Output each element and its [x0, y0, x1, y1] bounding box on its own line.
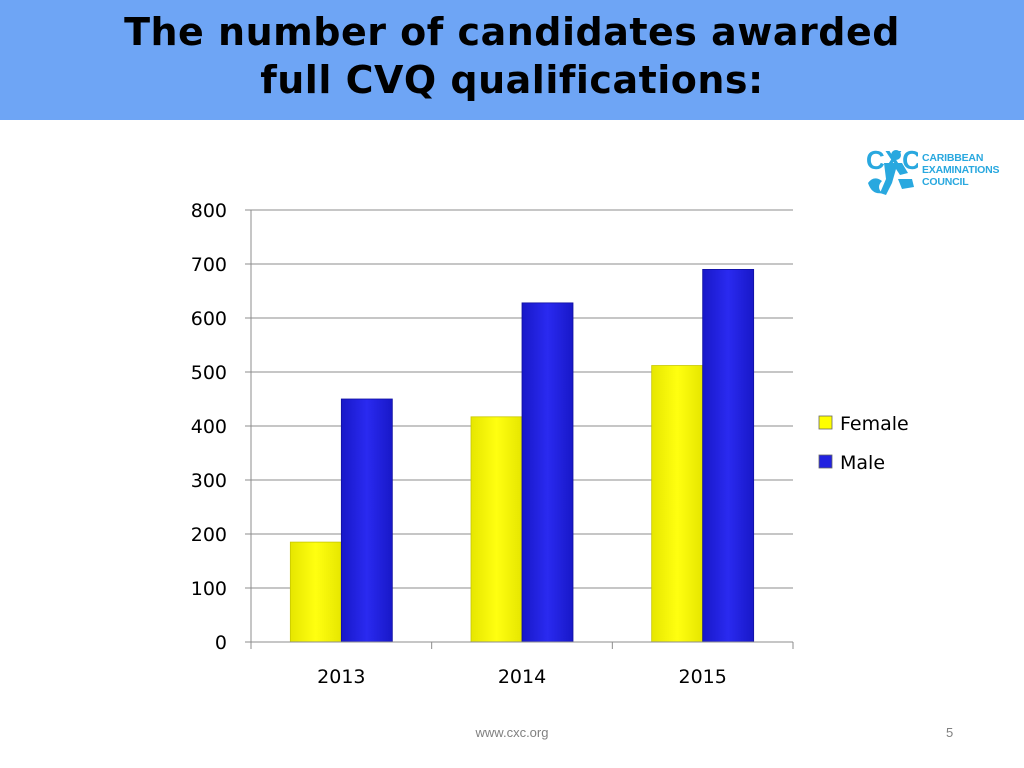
logo-text-line-1: CARIBBEAN — [922, 152, 984, 164]
y-tick-label: 700 — [191, 254, 227, 276]
bar-female-2014 — [470, 416, 523, 643]
bar-female-2013 — [289, 541, 342, 643]
y-tick-label: 200 — [191, 524, 227, 546]
y-tick-label: 0 — [215, 632, 227, 654]
logo-text-line-3: COUNCIL — [922, 176, 969, 188]
x-tick-label: 2014 — [498, 666, 546, 688]
bar-female-2015 — [651, 365, 704, 643]
bar-male-2013 — [340, 398, 393, 643]
chart-legend: Female Male — [818, 413, 909, 474]
footer-url[interactable]: www.cxc.org — [475, 725, 549, 740]
page-number: 5 — [946, 725, 954, 740]
y-tick-label: 500 — [191, 362, 227, 384]
logo-text-line-2: EXAMINATIONS — [922, 164, 1000, 176]
legend-swatch-female — [818, 415, 833, 430]
y-tick-label: 100 — [191, 578, 227, 600]
slide-title-line-1: The number of candidates awarded — [124, 10, 900, 54]
slide-title: The number of candidates awarded full CV… — [40, 8, 984, 104]
legend-label-female: Female — [840, 413, 909, 435]
cxc-logo: CXC CARIBBEAN EXAMINATIONS COUNCIL — [862, 143, 1002, 199]
bar-male-2015 — [702, 268, 755, 643]
y-tick-label: 800 — [191, 200, 227, 222]
bar-male-2014 — [521, 302, 574, 643]
legend-swatch-male — [818, 454, 833, 469]
chart-bars — [289, 268, 755, 643]
x-tick-label: 2015 — [678, 666, 726, 688]
x-tick-label: 2013 — [317, 666, 365, 688]
cxc-logo-mark-icon: CXC — [866, 145, 918, 195]
chart-axes: 0 100 200 300 400 500 600 700 800 2013 2014 2015 — [191, 200, 794, 688]
y-tick-label: 400 — [191, 416, 227, 438]
logo-text: CARIBBEAN EXAMINATIONS COUNCIL — [922, 152, 1000, 188]
title-banner: The number of candidates awarded full CV… — [0, 0, 1024, 120]
slide-title-line-2: full CVQ qualifications: — [260, 58, 764, 102]
y-tick-label: 600 — [191, 308, 227, 330]
legend-label-male: Male — [840, 452, 885, 474]
y-tick-label: 300 — [191, 470, 227, 492]
